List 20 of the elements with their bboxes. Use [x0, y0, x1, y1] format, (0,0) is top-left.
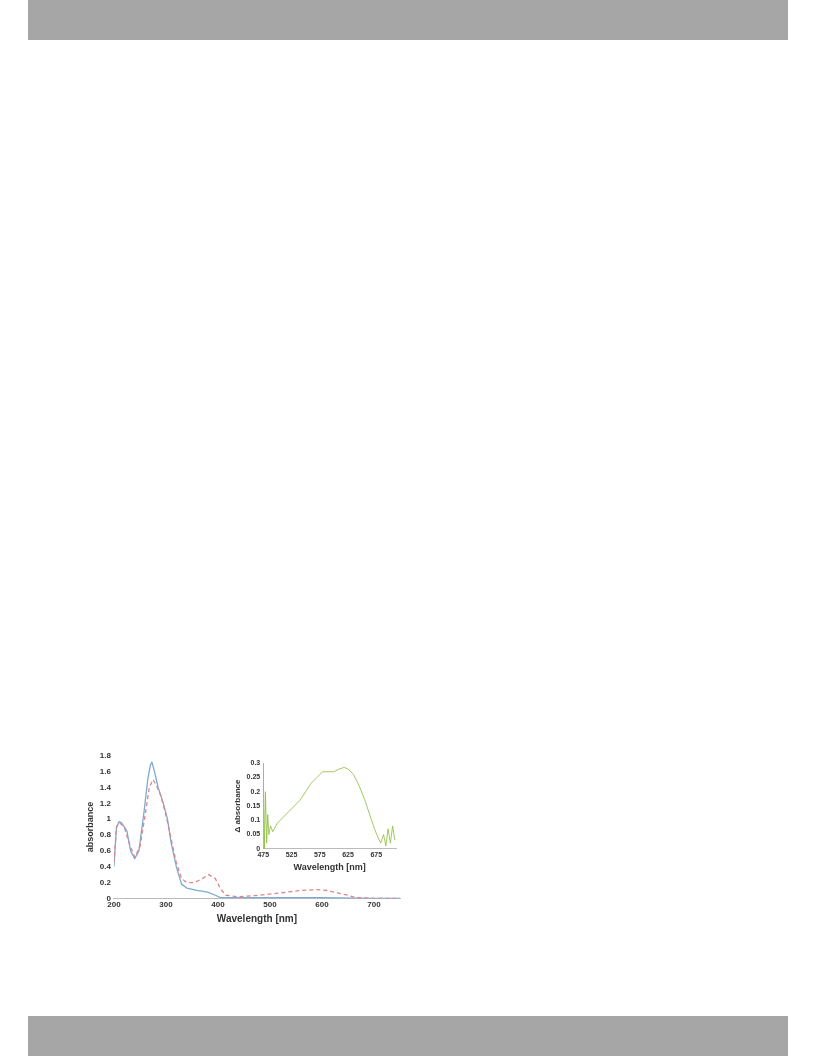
y-tick-label: 1.6	[99, 766, 112, 776]
y-tick-label: 0.6	[99, 846, 112, 856]
x-axis-title: Wavelength [nm]	[293, 862, 366, 873]
x-tick-label: 400	[211, 900, 226, 910]
x-tick-label: 500	[263, 900, 278, 910]
y-tick-label: 0.8	[99, 830, 112, 840]
x-axis-title: Wavelength [nm]	[216, 912, 298, 924]
y-tick-label: 0.2	[99, 877, 112, 887]
x-tick-label: 300	[159, 900, 174, 910]
y-axis-title: absorbance	[84, 801, 95, 853]
x-tick-label: 200	[107, 900, 122, 910]
x-tick-label: 700	[367, 900, 382, 910]
y-tick-label: 0	[106, 893, 112, 903]
y-tick-label: 1.8	[99, 751, 112, 760]
y-tick-label: 1.2	[99, 798, 112, 808]
y-axis-title: Δ absorbance	[233, 779, 242, 833]
y-tick-label: 1.4	[99, 782, 112, 792]
y-tick-label: 1	[106, 814, 112, 824]
x-tick-label: 600	[315, 900, 330, 910]
y-tick-label: 0.4	[99, 861, 112, 871]
